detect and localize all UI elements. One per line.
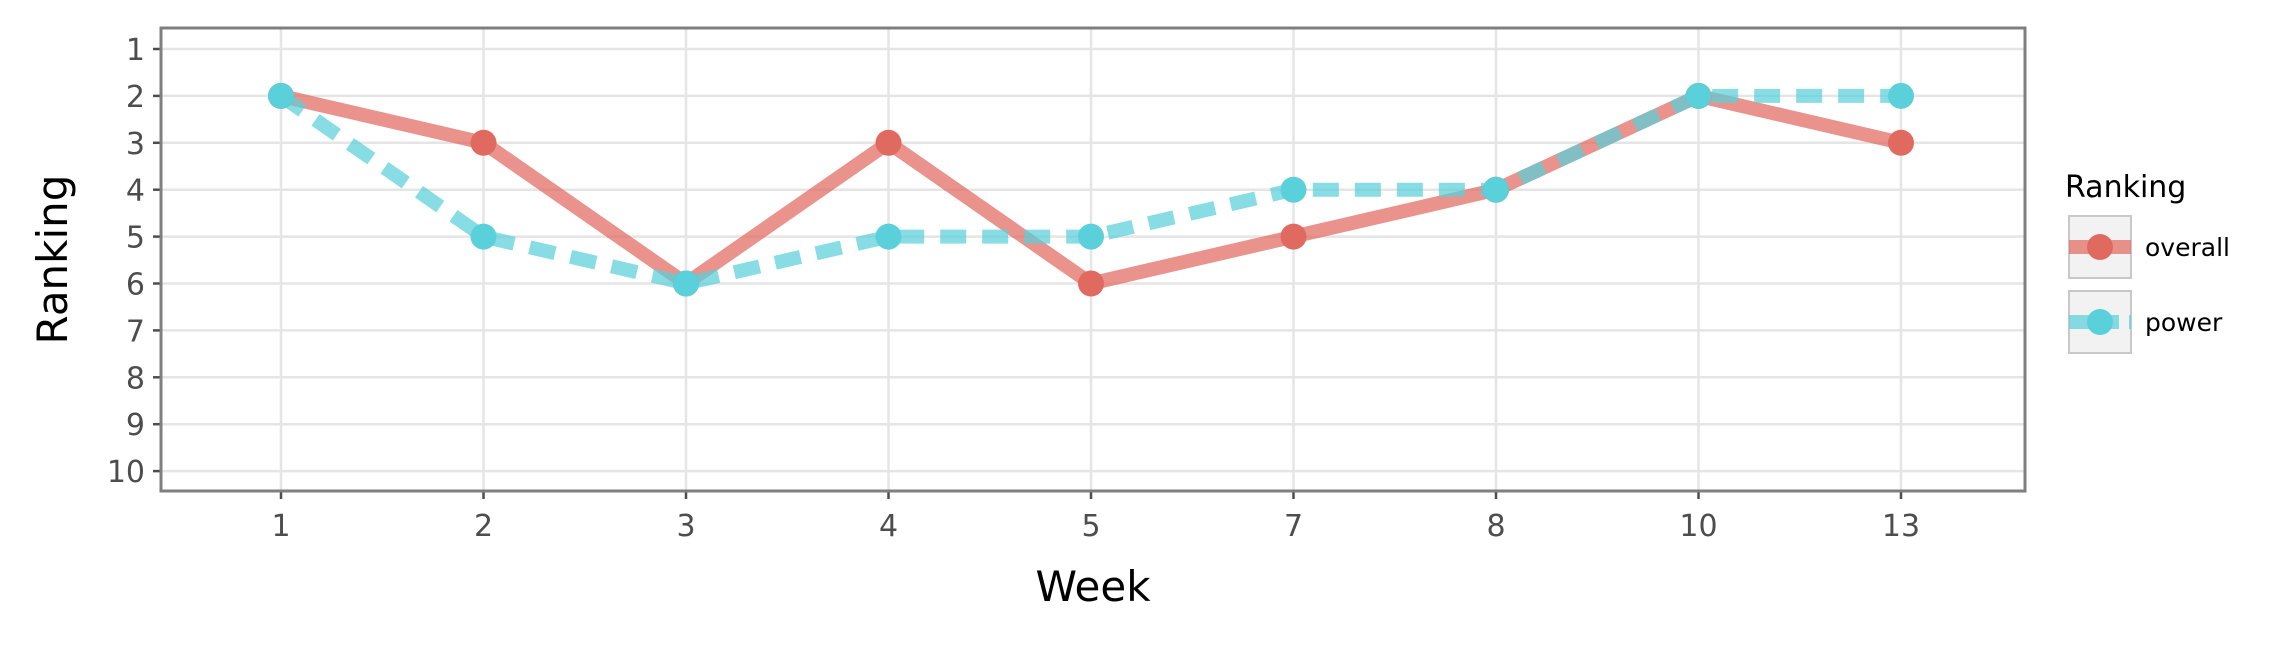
- data-point-overall: [1280, 223, 1307, 250]
- data-point-overall: [470, 129, 497, 156]
- y-tick-label: 5: [126, 221, 145, 256]
- data-point-overall: [1078, 270, 1104, 297]
- data-point-power: [875, 223, 902, 250]
- y-tick-label: 4: [126, 174, 145, 209]
- legend-title: Ranking: [2065, 170, 2186, 205]
- x-tick-label: 5: [1081, 509, 1100, 544]
- y-axis-title: Ranking: [28, 175, 77, 345]
- y-tick-label: 7: [126, 314, 145, 349]
- x-tick-label: 4: [879, 509, 898, 544]
- plot-border: [159, 26, 2027, 493]
- series: [268, 82, 1914, 297]
- y-tick-label: 8: [126, 361, 145, 396]
- data-point-power: [1888, 82, 1914, 109]
- x-tick-label: 7: [1284, 509, 1303, 544]
- x-tick-label: 8: [1486, 509, 1505, 544]
- legend-label-power: power: [2145, 308, 2223, 337]
- x-tick-label: 2: [474, 509, 493, 544]
- legend-key-point: [2087, 234, 2113, 260]
- data-point-power: [1483, 176, 1509, 203]
- y-tick-label: 10: [107, 455, 145, 490]
- x-tick-label: 3: [676, 509, 695, 544]
- legend-key-point: [2087, 309, 2113, 335]
- data-point-power: [1078, 223, 1104, 250]
- y-tick-label: 1: [126, 33, 145, 68]
- y-tick-label: 2: [126, 80, 145, 115]
- data-point-power: [470, 223, 497, 250]
- y-tick-label: 9: [126, 408, 145, 443]
- x-tick-label: 1: [271, 509, 290, 544]
- data-point-overall: [1888, 129, 1914, 156]
- y-tick-label: 3: [126, 127, 145, 162]
- data-point-power: [268, 82, 294, 109]
- x-tick-label: 13: [1882, 509, 1920, 544]
- y-tick-label: 6: [126, 268, 145, 303]
- legend-label-overall: overall: [2145, 233, 2230, 262]
- data-point-power: [673, 270, 699, 297]
- x-tick-label: 10: [1679, 509, 1717, 544]
- legend: Ranking overall power: [2065, 170, 2230, 354]
- data-point-power: [1685, 82, 1712, 109]
- data-point-power: [1280, 176, 1307, 203]
- data-point-overall: [875, 129, 902, 156]
- x-axis-title: Week: [1035, 562, 1151, 611]
